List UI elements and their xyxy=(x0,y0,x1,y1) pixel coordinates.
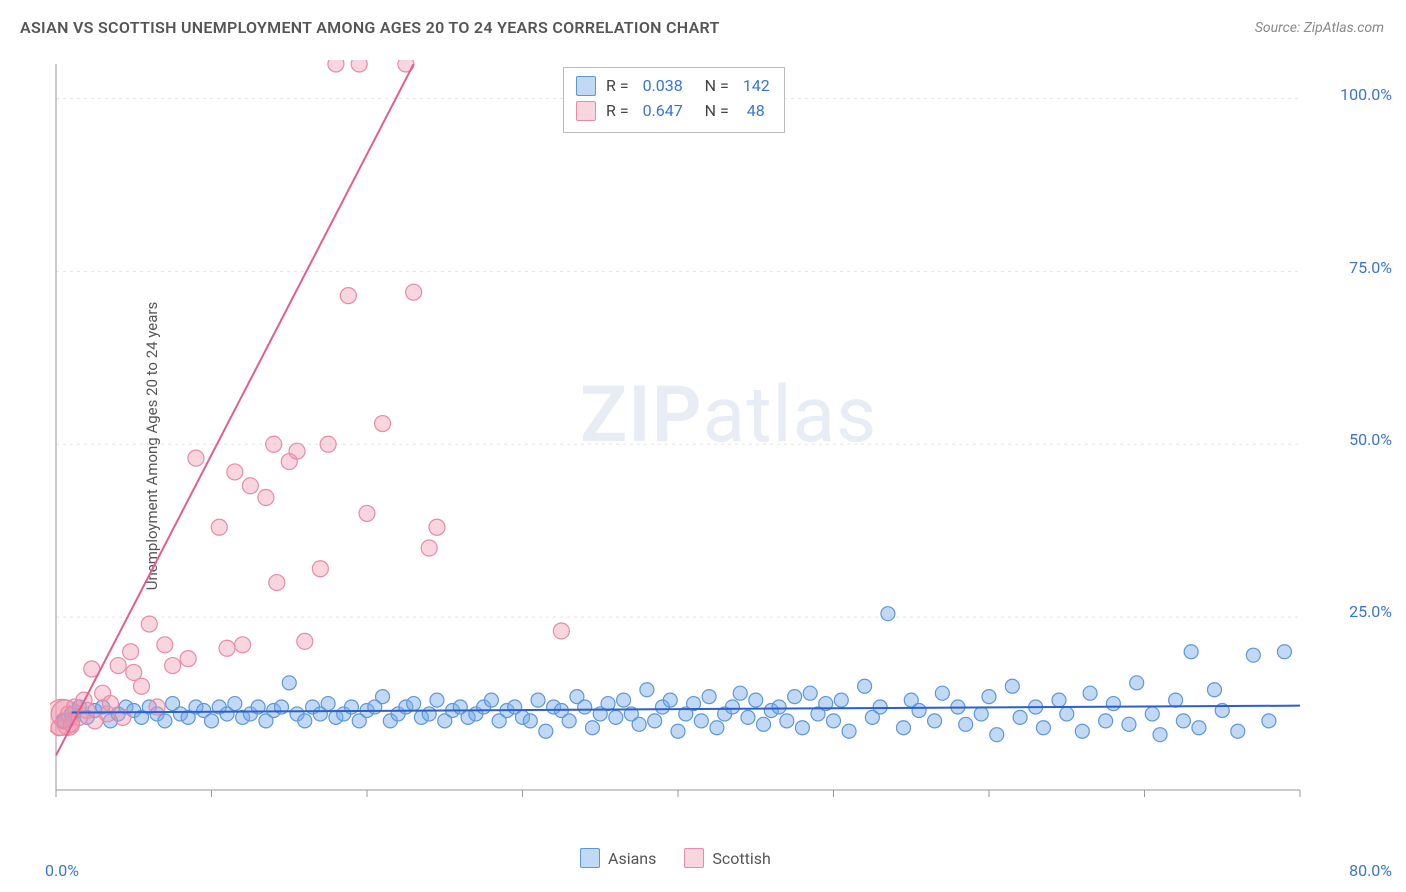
stat-n-value: 48 xyxy=(743,99,765,124)
y-tick-50: 50.0% xyxy=(1349,430,1392,449)
legend-item: Scottish xyxy=(684,848,770,868)
legend-swatch xyxy=(576,101,596,121)
y-tick-25: 25.0% xyxy=(1349,602,1392,621)
legend-swatch xyxy=(684,848,704,868)
legend-swatch xyxy=(576,76,596,96)
y-tick-75: 75.0% xyxy=(1349,258,1392,277)
legend-item: Asians xyxy=(580,848,656,868)
stat-r-label: R = xyxy=(606,74,633,99)
stat-r-value: 0.647 xyxy=(643,99,683,124)
stat-n-label: N = xyxy=(693,99,733,124)
stats-row: R = 0.038 N = 142 xyxy=(576,74,770,99)
legend-swatch xyxy=(580,848,600,868)
legend-label: Scottish xyxy=(712,849,770,868)
x-tick-80: 80.0% xyxy=(1349,861,1392,880)
plot-area xyxy=(50,60,1360,820)
y-tick-100: 100.0% xyxy=(1340,85,1392,104)
x-tick-0: 0.0% xyxy=(45,861,79,880)
chart-title: ASIAN VS SCOTTISH UNEMPLOYMENT AMONG AGE… xyxy=(20,18,720,37)
stats-row: R = 0.647 N = 48 xyxy=(576,99,770,124)
stat-r-value: 0.038 xyxy=(643,74,683,99)
stats-legend-box: R = 0.038 N = 142R = 0.647 N = 48 xyxy=(563,67,785,133)
chart-container: ASIAN VS SCOTTISH UNEMPLOYMENT AMONG AGE… xyxy=(0,0,1406,892)
stat-n-value: 142 xyxy=(743,74,770,99)
scatter-svg xyxy=(50,60,1360,820)
stat-r-label: R = xyxy=(606,99,633,124)
stat-n-label: N = xyxy=(693,74,733,99)
bottom-legend: Asians Scottish xyxy=(580,848,771,868)
source-attribution: Source: ZipAtlas.com xyxy=(1255,20,1384,36)
legend-label: Asians xyxy=(608,849,656,868)
